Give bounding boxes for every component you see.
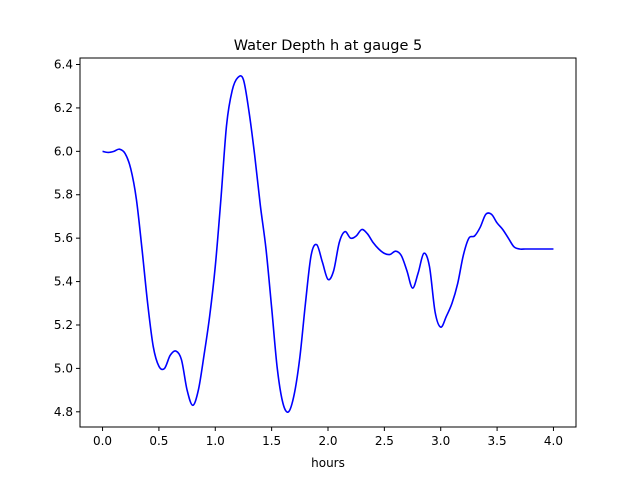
x-tick-label: 0.5 [149, 434, 168, 448]
y-tick-label: 6.4 [54, 58, 73, 72]
x-axis-label: hours [311, 456, 345, 470]
chart-title: Water Depth h at gauge 5 [234, 38, 422, 54]
plot-area [102, 74, 554, 413]
plot-frame [79, 57, 577, 428]
y-tick-label: 5.6 [54, 231, 73, 245]
x-tick-label: 0.0 [93, 434, 112, 448]
x-tick-label: 1.0 [206, 434, 225, 448]
x-tick-label: 3.5 [488, 434, 507, 448]
y-tick-label: 5.4 [54, 275, 73, 289]
series-line-0 [102, 74, 554, 413]
y-tick-label: 5.2 [54, 318, 73, 332]
x-tick-label: 2.0 [318, 434, 337, 448]
y-tick-label: 4.8 [54, 405, 73, 419]
y-tick-label: 6.0 [54, 144, 73, 158]
y-axis: 4.8 5.0 5.2 5.4 5.6 5.8 6.0 6.2 6.4 [54, 58, 80, 419]
x-tick-label: 4.0 [544, 434, 563, 448]
x-tick-label: 3.0 [431, 434, 450, 448]
x-axis: 0.0 0.5 1.0 1.5 2.0 2.5 3.0 3.5 4.0 [93, 427, 563, 448]
x-tick-label: 1.5 [262, 434, 281, 448]
y-tick-label: 5.8 [54, 188, 73, 202]
y-tick-label: 6.2 [54, 101, 73, 115]
x-tick-label: 2.5 [375, 434, 394, 448]
y-tick-label: 5.0 [54, 361, 73, 375]
